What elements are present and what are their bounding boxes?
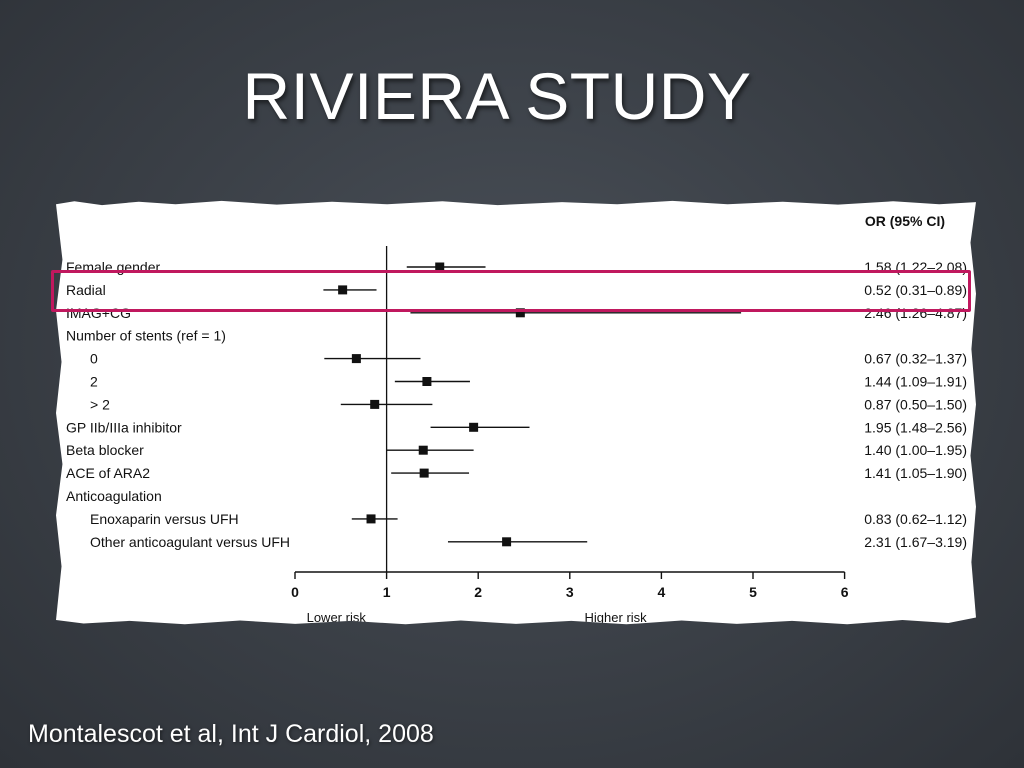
x-tick-label: 5 [749, 584, 757, 600]
or-ci-text: 2.31 (1.67–3.19) [864, 534, 967, 550]
row-label: Enoxaparin versus UFH [90, 511, 239, 527]
row-label: > 2 [90, 396, 110, 412]
x-tick-label: 3 [566, 584, 574, 600]
row-label: ACE of ARA2 [66, 465, 150, 481]
x-tick-label: 0 [291, 584, 299, 600]
row-label: Other anticoagulant versus UFH [90, 534, 290, 550]
or-ci-text: 1.95 (1.48–2.56) [864, 419, 967, 435]
or-point [338, 285, 348, 295]
or-point [515, 308, 525, 318]
forest-plot: OR (95% CI)Female gender 1.58 (1.22–2.08)… [66, 213, 967, 625]
or-ci-text: 1.41 (1.05–1.90) [864, 465, 967, 481]
x-tick-label: 1 [383, 584, 391, 600]
row-label: Beta blocker [66, 442, 144, 458]
x-tick-label: 4 [658, 584, 666, 600]
or-point [469, 422, 479, 432]
x-caption-left: Lower risk [307, 610, 367, 625]
x-tick-label: 6 [841, 584, 849, 600]
or-point [366, 514, 376, 524]
or-ci-text: 0.83 (0.62–1.12) [864, 511, 967, 527]
x-caption-right: Higher risk [585, 610, 648, 625]
or-point [502, 537, 512, 547]
or-point [370, 399, 380, 409]
forest-plot-paper: OR (95% CI) Female gender 1.58 (1.22–2.08)… [56, 200, 976, 625]
x-tick-label: 2 [474, 584, 482, 600]
citation: Montalescot et al, Int J Cardiol, 2008 [28, 720, 434, 748]
row-label: Radial [66, 282, 106, 298]
or-ci-text: 1.44 (1.09–1.91) [864, 374, 967, 390]
or-ci-text: 0.52 (0.31–0.89) [864, 282, 967, 298]
or-point [418, 445, 428, 455]
or-ci-text: 0.67 (0.32–1.37) [864, 351, 967, 367]
row-label: 2 [90, 374, 98, 390]
or-point [422, 377, 432, 386]
row-label: Anticoagulation [66, 488, 162, 504]
or-point [351, 354, 361, 364]
row-label: Number of stents (ref = 1) [66, 328, 226, 344]
row-label: 0 [90, 351, 98, 367]
or-ci-text: 2.46 (1.26–4.87) [864, 305, 967, 321]
or-ci-text: 1.40 (1.00–1.95) [864, 442, 967, 458]
highlight-box [51, 270, 971, 312]
row-label: GP IIb/IIIa inhibitor [66, 419, 182, 435]
or-ci-text: 0.87 (0.50–1.50) [864, 396, 967, 412]
row-label: IMAG+CG [66, 305, 131, 321]
or-point [435, 262, 445, 272]
or-point [419, 468, 429, 478]
or-column-header: OR (95% CI) [865, 213, 945, 229]
slide-title: RIVIERA STUDY [242, 59, 752, 133]
